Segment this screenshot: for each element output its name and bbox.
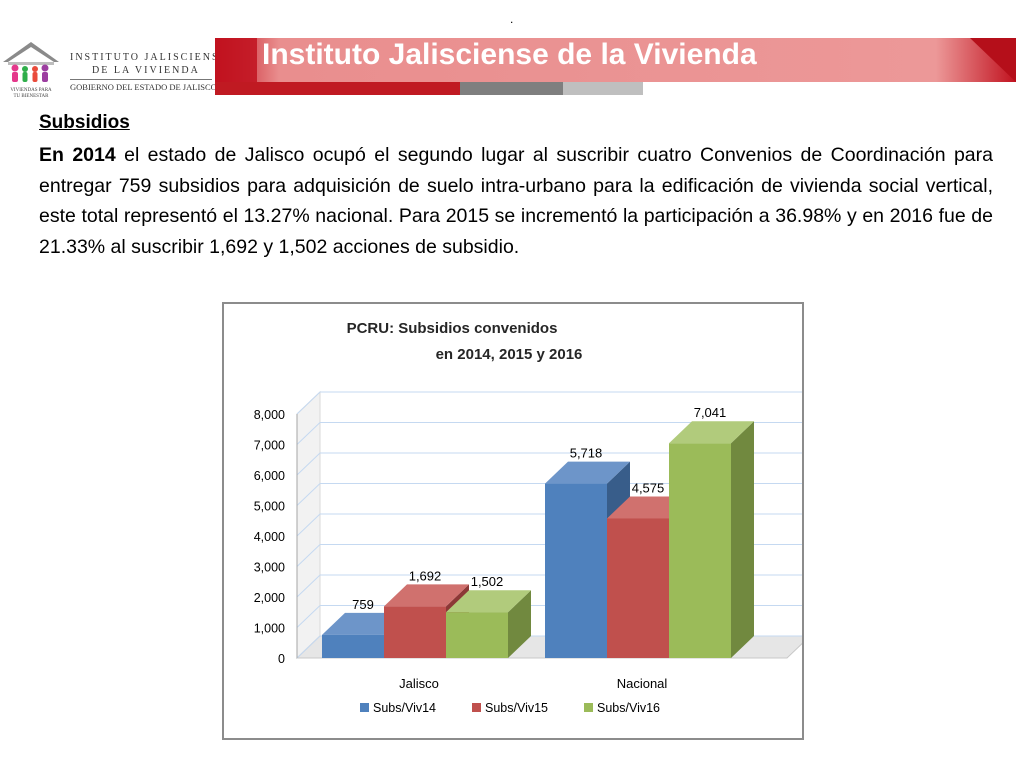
bar-top [669, 421, 754, 444]
data-label: 1,692 [409, 568, 442, 583]
y-tick-label: 2,000 [254, 591, 285, 605]
title-banner [215, 38, 1016, 82]
x-category-label: Jalisco [399, 676, 439, 691]
institute-name-line2: DE LA VIVIENDA [92, 65, 200, 76]
bar-Subs/Viv14-Jalisco [322, 634, 384, 658]
y-tick-label: 0 [278, 652, 285, 666]
legend-swatch-Subs/Viv14 [360, 703, 369, 712]
banner-title: Instituto Jalisciense de la Vivienda [262, 38, 757, 71]
gridline [296, 422, 802, 445]
legend-swatch-Subs/Viv16 [584, 703, 593, 712]
bar-chart: PCRU: Subsidios convenidos en 2014, 2015 … [254, 320, 802, 715]
y-tick-label: 6,000 [254, 469, 285, 483]
header-stripe-red [215, 82, 460, 95]
institute-name-line1: INSTITUTO JALISCIENSE [70, 52, 228, 63]
bar-Subs/Viv15-Nacional [607, 518, 669, 658]
x-category-label: Nacional [617, 676, 668, 691]
institute-name-block: INSTITUTO JALISCIENSE DE LA VIVIENDA GOB… [70, 48, 226, 98]
institute-divider [70, 79, 212, 80]
government-name: GOBIERNO DEL ESTADO DE JALISCO [70, 82, 217, 92]
gridline [296, 452, 802, 476]
chart-title-line2: en 2014, 2015 y 2016 [436, 346, 583, 363]
gridline [296, 391, 802, 415]
section-heading: Subsidios [39, 112, 130, 133]
gridline [296, 483, 802, 506]
legend-label: Subs/Viv14 [373, 701, 436, 715]
data-label: 7,041 [694, 405, 727, 420]
bar-Subs/Viv14-Nacional [545, 483, 607, 658]
header-dot: . [510, 12, 514, 26]
y-tick-label: 1,000 [254, 622, 285, 636]
ijalvi-logo: VIVIENDAS PARA TU BIENESTAR [3, 42, 59, 99]
y-tick-label: 3,000 [254, 561, 285, 575]
bar-Subs/Viv15-Jalisco [384, 606, 446, 658]
data-label: 759 [352, 597, 374, 612]
data-label: 5,718 [570, 446, 603, 461]
bar-side [731, 421, 754, 658]
y-tick-label: 8,000 [254, 408, 285, 422]
logo-caption-line2: TU BIENESTAR [13, 94, 49, 99]
header-stripe-gray [460, 82, 563, 95]
paragraph-text: el estado de Jalisco ocupó el segundo lu… [39, 144, 993, 258]
legend-swatch-Subs/Viv15 [472, 703, 481, 712]
header-stripe-lightgray [563, 82, 643, 95]
bar-Subs/Viv16-Jalisco [446, 612, 508, 658]
legend-label: Subs/Viv16 [597, 701, 660, 715]
y-tick-label: 7,000 [254, 439, 285, 453]
bar-Subs/Viv16-Nacional [669, 443, 731, 658]
legend-label: Subs/Viv15 [485, 701, 548, 715]
bar-top [384, 584, 469, 607]
paragraph-year: En 2014 [39, 144, 116, 166]
bar-top [446, 590, 531, 613]
y-tick-label: 4,000 [254, 530, 285, 544]
bar-top [545, 461, 630, 484]
bar-side [508, 590, 531, 658]
body-paragraph: En 2014 el estado de Jalisco ocupó el se… [39, 140, 993, 262]
logo-caption-line1: VIVIENDAS PARA [10, 88, 52, 93]
chart-title-line1: PCRU: Subsidios convenidos [347, 320, 558, 337]
data-label: 1,502 [471, 574, 504, 589]
data-label: 4,575 [632, 480, 665, 495]
y-tick-label: 5,000 [254, 500, 285, 514]
